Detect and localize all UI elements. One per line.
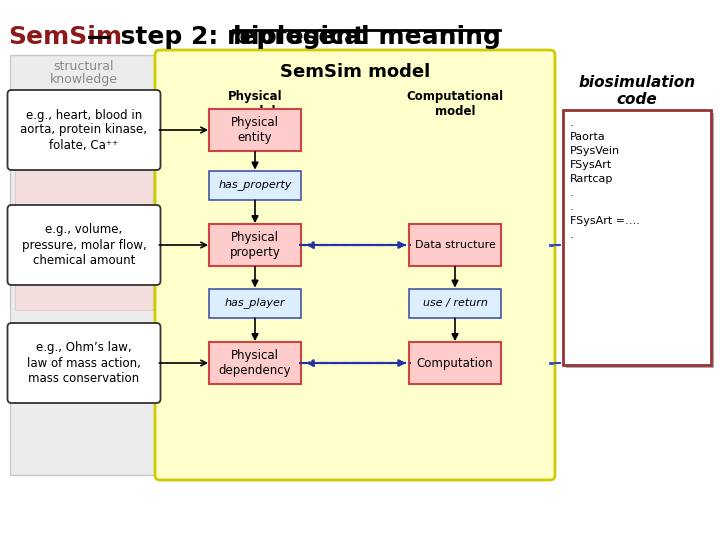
- Text: structural: structural: [54, 60, 114, 73]
- Text: SemSim model: SemSim model: [280, 63, 430, 81]
- Text: Physical
property: Physical property: [230, 231, 280, 259]
- Text: e.g., Ohm’s law,
law of mass action,
mass conservation: e.g., Ohm’s law, law of mass action, mas…: [27, 341, 141, 384]
- Text: Computation: Computation: [417, 356, 493, 369]
- Text: Physical
dependency: Physical dependency: [219, 349, 292, 377]
- FancyBboxPatch shape: [7, 323, 161, 403]
- Text: fluids: fluids: [69, 327, 99, 337]
- FancyBboxPatch shape: [209, 109, 301, 151]
- FancyBboxPatch shape: [209, 288, 301, 318]
- FancyBboxPatch shape: [566, 113, 714, 368]
- Text: Paorta: Paorta: [570, 132, 606, 142]
- Text: Physical
model: Physical model: [228, 90, 282, 118]
- Text: e.g., heart, blood in
aorta, protein kinase,
folate, Ca⁺⁺: e.g., heart, blood in aorta, protein kin…: [20, 109, 148, 152]
- FancyBboxPatch shape: [409, 224, 501, 266]
- Text: FSysArt =….: FSysArt =….: [570, 216, 640, 226]
- Text: use / return: use / return: [423, 298, 487, 308]
- Text: biosimulation
code: biosimulation code: [578, 75, 696, 107]
- Text: FSysArt: FSysArt: [570, 160, 612, 170]
- Text: solids: solids: [68, 341, 100, 351]
- FancyBboxPatch shape: [563, 110, 711, 365]
- Text: Physical
entity: Physical entity: [231, 116, 279, 144]
- FancyBboxPatch shape: [409, 288, 501, 318]
- Text: .: .: [570, 230, 574, 240]
- FancyBboxPatch shape: [409, 342, 501, 384]
- FancyBboxPatch shape: [7, 90, 161, 170]
- Text: — step 2: represent: — step 2: represent: [78, 25, 374, 49]
- Text: e.g., volume,
pressure, molar flow,
chemical amount: e.g., volume, pressure, molar flow, chem…: [22, 224, 146, 267]
- Text: has_property: has_property: [218, 179, 292, 191]
- FancyBboxPatch shape: [209, 342, 301, 384]
- Text: PSysVein: PSysVein: [570, 146, 620, 156]
- Text: SemSim: SemSim: [8, 25, 122, 49]
- Text: .: .: [570, 202, 574, 212]
- FancyBboxPatch shape: [10, 55, 158, 475]
- Text: .: .: [570, 118, 574, 128]
- Text: Computational
model: Computational model: [406, 90, 503, 118]
- Text: .: .: [570, 188, 574, 198]
- Text: Data structure: Data structure: [415, 240, 495, 250]
- FancyBboxPatch shape: [209, 224, 301, 266]
- Text: biological meaning: biological meaning: [233, 25, 501, 49]
- FancyBboxPatch shape: [155, 50, 555, 480]
- FancyBboxPatch shape: [7, 205, 161, 285]
- FancyBboxPatch shape: [15, 155, 153, 310]
- Text: knowledge: knowledge: [50, 73, 118, 86]
- FancyBboxPatch shape: [209, 171, 301, 199]
- Text: has_player: has_player: [225, 298, 285, 308]
- Text: Rartcap: Rartcap: [570, 174, 613, 184]
